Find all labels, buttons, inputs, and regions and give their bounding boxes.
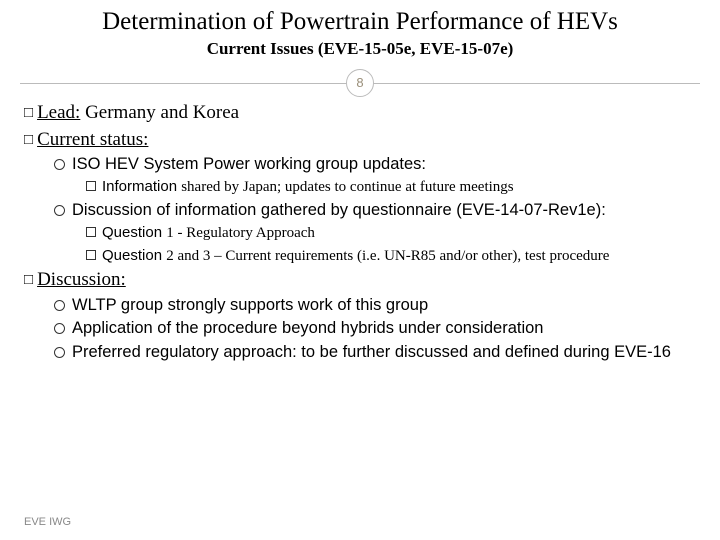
- subitem-text: shared by Japan; updates to continue at …: [181, 179, 513, 195]
- slide: Determination of Powertrain Performance …: [0, 0, 720, 540]
- footer-text: EVE IWG: [24, 516, 71, 528]
- discussion-label: Discussion: [37, 269, 120, 290]
- subitem-prefix: Information: [102, 178, 181, 195]
- status-subitem: Question 2 and 3 – Current requirements …: [86, 246, 696, 267]
- discussion-item: Application of the procedure beyond hybr…: [54, 318, 696, 339]
- subitem-prefix: Question: [102, 224, 166, 241]
- square-bullet-icon: □: [24, 104, 33, 123]
- square-bullet-icon: □: [24, 271, 33, 290]
- current-status-label: Current status:: [37, 129, 148, 150]
- lead-value: Germany and Korea: [80, 102, 239, 123]
- status-subitem: Question 1 - Regulatory Approach: [86, 223, 696, 244]
- subitem-prefix: Question: [102, 247, 166, 264]
- square-bullet-icon: □: [24, 131, 33, 150]
- slide-title: Determination of Powertrain Performance …: [20, 8, 700, 37]
- subitem-text: 1 - Regulatory Approach: [166, 225, 315, 241]
- discussion-colon: :: [120, 269, 125, 290]
- lead-label: Lead:: [37, 102, 80, 123]
- page-number-badge: 8: [346, 69, 374, 97]
- status-subitem: Information shared by Japan; updates to …: [86, 177, 696, 198]
- status-item: ISO HEV System Power working group updat…: [54, 154, 696, 175]
- slide-subtitle: Current Issues (EVE-15-05e, EVE-15-07e): [20, 39, 700, 59]
- divider: 8: [0, 69, 720, 99]
- status-item: Discussion of information gathered by qu…: [54, 200, 696, 221]
- discussion-heading: □Discussion:: [24, 268, 696, 292]
- lead-line: □Lead: Germany and Korea: [24, 101, 696, 125]
- slide-content: □Lead: Germany and Korea □Current status…: [0, 99, 720, 363]
- slide-header: Determination of Powertrain Performance …: [0, 0, 720, 63]
- discussion-item: WLTP group strongly supports work of thi…: [54, 295, 696, 316]
- subitem-text: 2 and 3 – Current requirements (i.e. UN-…: [166, 248, 609, 264]
- discussion-item: Preferred regulatory approach: to be fur…: [54, 342, 696, 363]
- current-status-heading: □Current status:: [24, 128, 696, 152]
